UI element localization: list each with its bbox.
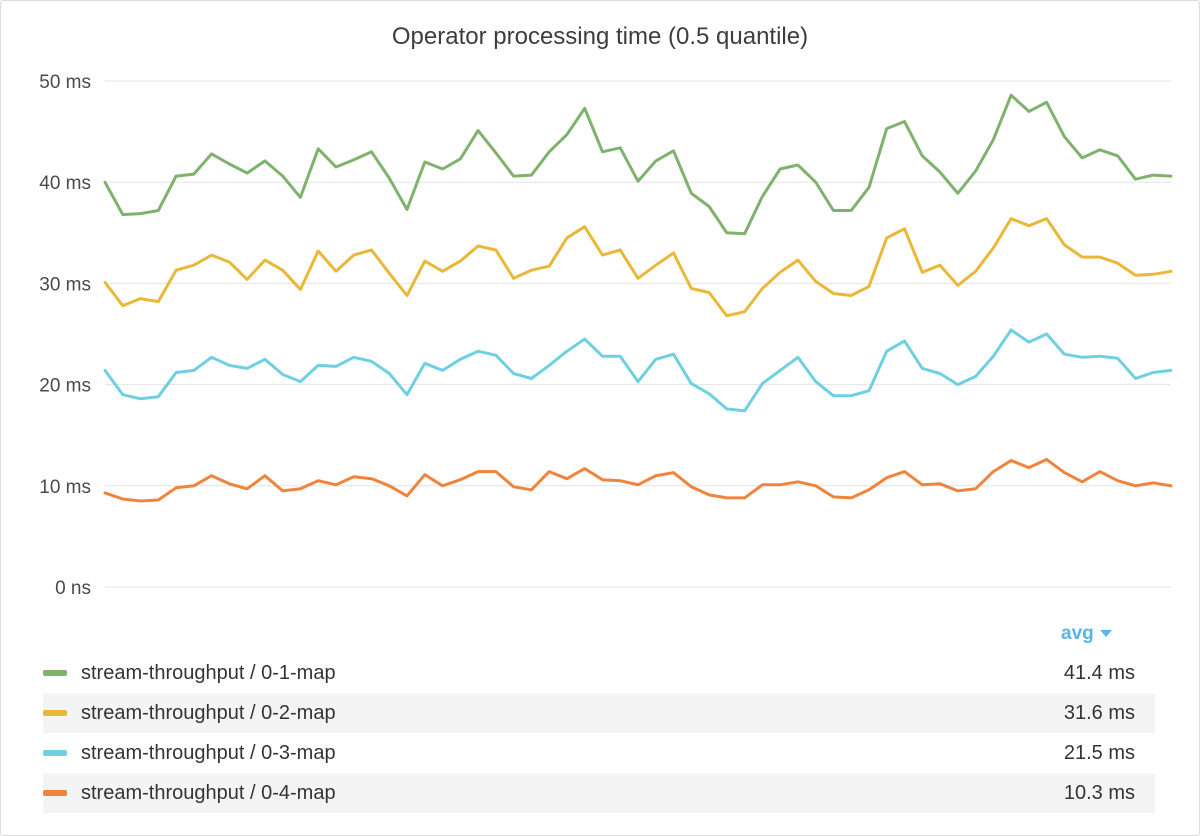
legend-swatch-icon: [43, 750, 67, 756]
series-lines: [103, 93, 1173, 503]
grid-lines: [105, 80, 1171, 588]
legend-swatch-icon: [43, 670, 67, 676]
caret-down-icon: [1099, 630, 1112, 638]
legend-series-name[interactable]: stream-throughput / 0-1-map: [81, 661, 336, 684]
legend-avg-value: 21.5 ms: [1063, 741, 1135, 764]
legend-sort-label: avg: [1061, 623, 1094, 644]
legend-item[interactable]: stream-throughput / 0-1-map 41.4 ms: [43, 653, 1155, 693]
legend: stream-throughput / 0-1-map 41.4 ms stre…: [43, 653, 1155, 813]
legend-item[interactable]: stream-throughput / 0-4-map 10.3 ms: [43, 773, 1155, 813]
chart-title: Operator processing time (0.5 quantile): [391, 23, 809, 50]
y-tick-label: 10 ms: [39, 477, 91, 498]
legend-swatch-icon: [43, 790, 67, 796]
series-line-3[interactable]: [103, 328, 1173, 413]
series-line-4[interactable]: [103, 458, 1173, 503]
legend-avg-value: 31.6 ms: [1063, 701, 1135, 724]
legend-series-name[interactable]: stream-throughput / 0-3-map: [81, 741, 336, 764]
y-tick-label: 0 ns: [55, 578, 91, 599]
y-axis-ticks: 0 ns 10 ms 20 ms 30 ms 40 ms 50 ms: [39, 72, 91, 599]
legend-item[interactable]: stream-throughput / 0-2-map 31.6 ms: [43, 693, 1155, 733]
series-line-2[interactable]: [103, 217, 1173, 318]
y-tick-label: 30 ms: [39, 274, 91, 295]
y-tick-label: 20 ms: [39, 376, 91, 397]
y-tick-label: 40 ms: [39, 173, 91, 194]
y-tick-label: 50 ms: [39, 72, 91, 93]
legend-sort-avg[interactable]: avg: [1061, 623, 1141, 645]
legend-swatch-icon: [43, 710, 67, 716]
series-line-1[interactable]: [103, 93, 1173, 236]
legend-avg-value: 10.3 ms: [1063, 781, 1135, 804]
line-chart: 0 ns 10 ms 20 ms 30 ms 40 ms 50 ms: [39, 72, 1173, 599]
legend-series-name[interactable]: stream-throughput / 0-2-map: [81, 701, 336, 724]
legend-avg-value: 41.4 ms: [1063, 661, 1135, 684]
legend-series-name[interactable]: stream-throughput / 0-4-map: [81, 781, 336, 804]
legend-item[interactable]: stream-throughput / 0-3-map 21.5 ms: [43, 733, 1155, 773]
